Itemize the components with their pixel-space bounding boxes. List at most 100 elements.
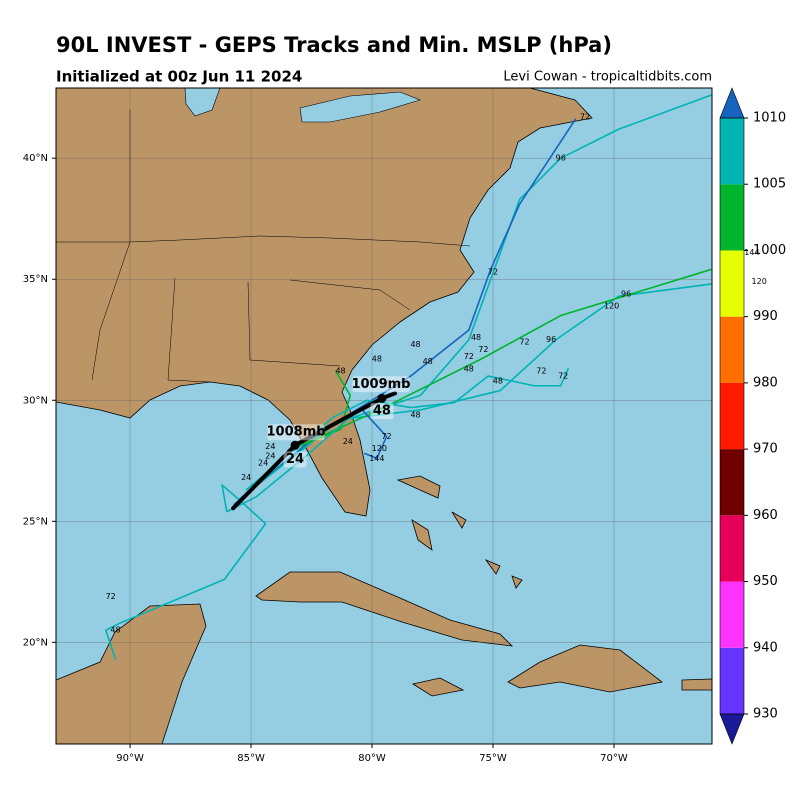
subtitle: Initialized at 00z Jun 11 2024	[56, 68, 302, 86]
bahamas	[451, 511, 467, 529]
track-point	[377, 393, 387, 403]
colorbar-tick-label: 970	[753, 442, 778, 457]
label-box	[352, 376, 410, 393]
y-tick-label: 35°N	[23, 274, 48, 285]
hour-label: 72	[580, 113, 590, 122]
state-borders	[247, 281, 341, 367]
bahamas	[396, 475, 441, 499]
hour-label: 72	[558, 372, 568, 381]
great-lakes	[184, 88, 221, 117]
hour-label: 72	[106, 592, 116, 601]
colorbar-bin	[720, 382, 744, 450]
colorbar-tick-label: 980	[753, 375, 778, 390]
state-borders	[289, 279, 411, 311]
tracks	[105, 94, 712, 661]
hour-label: 24	[241, 473, 251, 482]
cuba	[255, 571, 514, 647]
colorbar-tick-label: 930	[753, 707, 778, 722]
track	[221, 413, 354, 513]
hour-label: 48	[335, 367, 345, 376]
track	[231, 391, 398, 511]
label-box	[283, 451, 307, 468]
pressure-label: 1008mb	[267, 425, 326, 440]
colorbar-bin	[720, 316, 744, 383]
great-lakes	[299, 91, 421, 123]
hour-label: 120	[604, 301, 619, 310]
axes: 90°W 85°W 80°W 75°W 70°W 20°N 25°N 30°N 35°N 40°N	[23, 153, 628, 764]
hour-label: 48	[110, 626, 120, 635]
colorbar-bin	[720, 118, 744, 185]
colorbar-tick-label: 1000	[753, 243, 786, 258]
hour-label: 48	[464, 364, 474, 373]
hour-label: 48	[410, 340, 420, 349]
hispaniola	[507, 644, 663, 693]
y-tick-label: 30°N	[23, 395, 48, 406]
track	[298, 268, 712, 448]
x-tick-label: 85°W	[237, 753, 265, 764]
colorbar-extend	[719, 713, 745, 745]
hour-label: 48	[471, 333, 481, 342]
hour-label: 144	[744, 248, 759, 257]
colorbar-tick-label: 990	[753, 309, 778, 324]
hour-label: 72	[381, 432, 391, 441]
pressure-label: 24	[286, 452, 304, 467]
colorbar-bin	[720, 581, 744, 648]
track	[298, 370, 352, 448]
hour-label: 72	[519, 338, 529, 347]
colorbar-extend	[719, 87, 745, 119]
hour-label: 24	[343, 437, 353, 446]
x-tick-label: 80°W	[358, 753, 386, 764]
colorbar-bin	[720, 515, 744, 582]
hour-label: 96	[546, 335, 556, 344]
colorbar-tick-label: 1010	[753, 111, 786, 126]
colorbar-bin	[720, 184, 744, 251]
label-box	[267, 424, 325, 441]
track	[105, 498, 267, 661]
colorbar-tick-label: 1005	[753, 177, 786, 192]
x-tick-label: 90°W	[116, 753, 144, 764]
bahamas	[511, 575, 523, 589]
colorbar-tick-label: 950	[753, 574, 778, 589]
hour-label: 48	[372, 355, 382, 364]
hour-label: 72	[464, 352, 474, 361]
hour-label: 72	[478, 345, 488, 354]
jamaica	[411, 677, 465, 697]
map-base	[56, 88, 712, 744]
pressure-label: 1009mb	[351, 377, 410, 392]
hour-label: 24	[258, 459, 268, 468]
pressure-label: 48	[373, 404, 391, 419]
hour-label: 96	[556, 154, 566, 163]
hour-label: 72	[536, 367, 546, 376]
credit: Levi Cowan - tropicaltidbits.com	[503, 70, 712, 85]
hour-label: 24	[265, 442, 275, 451]
hour-label: 48	[423, 357, 433, 366]
map-frame	[55, 87, 713, 745]
hour-label: 144	[369, 454, 384, 463]
x-tick-label: 75°W	[479, 753, 507, 764]
colorbar-bin	[720, 647, 744, 714]
x-tick-label: 70°W	[600, 753, 628, 764]
puerto-rico	[681, 678, 712, 691]
hour-label: 72	[488, 267, 498, 276]
colorbar-tick-label: 940	[753, 640, 778, 655]
track-point	[290, 440, 300, 450]
colorbar-tick-label: 960	[753, 508, 778, 523]
hour-label: 96	[621, 289, 631, 298]
hour-label: 48	[410, 410, 420, 419]
colorbar-frame	[719, 117, 745, 715]
bahamas	[411, 519, 433, 551]
colorbar-bin	[720, 250, 744, 317]
y-tick-label: 40°N	[23, 153, 48, 164]
north-america	[56, 88, 593, 517]
grid	[56, 88, 712, 744]
hour-label: 120	[372, 444, 387, 453]
title: 90L INVEST - GEPS Tracks and Min. MSLP (…	[56, 33, 612, 57]
colorbar: 930 940 950 960 970 980 990 1000 1005 1010	[719, 87, 786, 745]
y-tick-label: 25°N	[23, 516, 48, 527]
colorbar-bin	[720, 449, 744, 516]
label-box	[370, 403, 394, 420]
hour-label: 24	[265, 451, 275, 460]
state-borders	[167, 277, 211, 383]
